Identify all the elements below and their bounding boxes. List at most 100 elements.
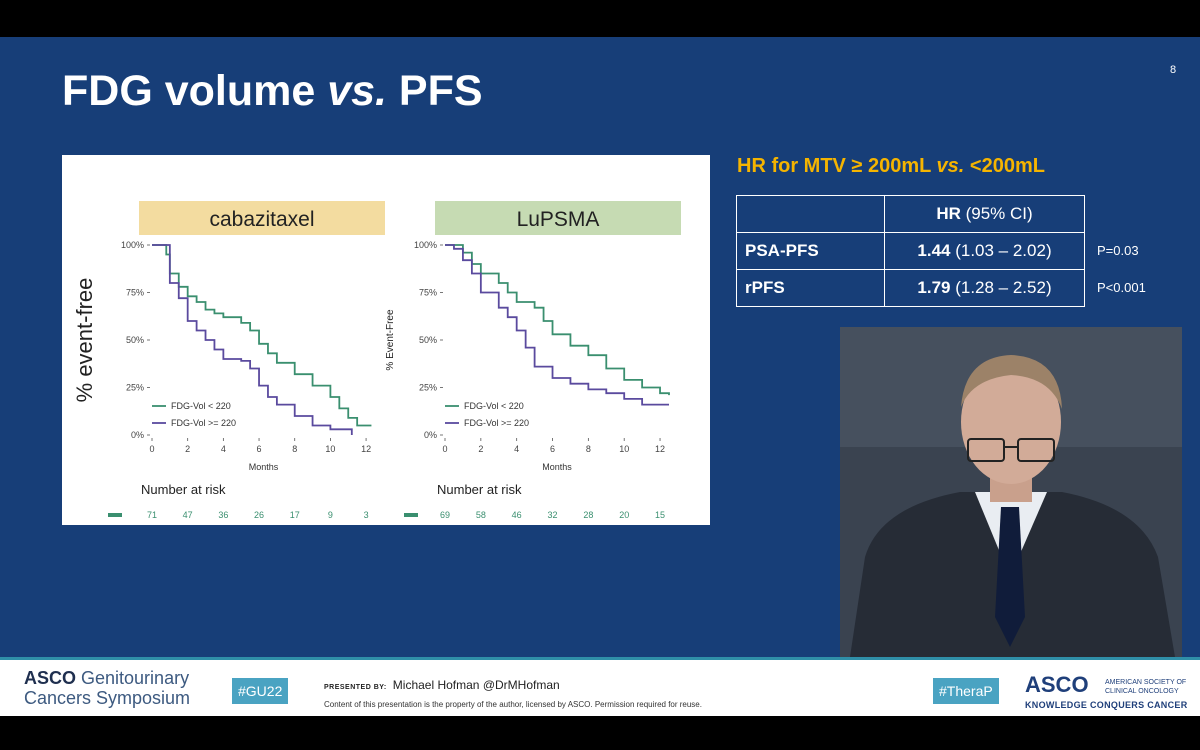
risk-count: 69 (440, 510, 450, 520)
x-tick-label: 2 (478, 444, 483, 454)
risk-row-swatch (404, 513, 418, 517)
risk-count: 9 (328, 510, 333, 520)
y-tick-label: 50% (419, 335, 437, 345)
title-part: FDG volume (62, 67, 328, 115)
risk-count: 26 (254, 510, 264, 520)
row-value: 1.79 (1.28 – 2.52) (884, 269, 1085, 307)
y-tick-label: 100% (121, 240, 144, 250)
x-tick-label: 8 (586, 444, 591, 454)
y-tick-label: 75% (419, 288, 437, 298)
hr-column-header: HR (95% CI) (884, 195, 1085, 233)
hr-table-header: HR (95% CI) (736, 195, 1085, 233)
x-axis-label: Months (249, 462, 279, 472)
risk-count: 47 (183, 510, 193, 520)
table-row: rPFS 1.79 (1.28 – 2.52) (736, 269, 1085, 307)
hr-table: HR (95% CI) PSA-PFS 1.44 (1.03 – 2.02) r… (736, 195, 1085, 307)
row-label: rPFS (736, 269, 885, 307)
x-tick-label: 0 (149, 444, 154, 454)
asco-logo: ASCO AMERICAN SOCIETY OF CLINICAL ONCOLO… (1025, 672, 1195, 712)
hr-title-part: <200mL (964, 155, 1045, 177)
hashtag-badge: #TheraP (933, 678, 999, 704)
hr-table-corner (736, 195, 885, 233)
risk-count: 28 (583, 510, 593, 520)
asco-society-name: AMERICAN SOCIETY OF CLINICAL ONCOLOGY (1105, 679, 1187, 695)
p-value: P<0.001 (1097, 280, 1146, 295)
legend-label: FDG-Vol >= 220 (171, 418, 236, 428)
speaker-silhouette (840, 327, 1182, 657)
x-tick-label: 2 (185, 444, 190, 454)
x-tick-label: 8 (292, 444, 297, 454)
hr-title-part: HR for MTV ≥ 200mL (737, 155, 937, 177)
hr-header-ci: (95% CI) (960, 204, 1033, 223)
km-curve (445, 244, 669, 406)
y-tick-label: 0% (424, 430, 437, 440)
risk-count: 15 (655, 510, 665, 520)
km-curve (152, 244, 372, 427)
hr-title: HR for MTV ≥ 200mL vs. <200mL (737, 155, 1045, 178)
hr-title-italic: vs. (936, 155, 965, 177)
y-tick-label: 25% (419, 383, 437, 393)
risk-count: 20 (619, 510, 629, 520)
x-tick-label: 6 (550, 444, 555, 454)
chart-title: LuPSMA (517, 208, 600, 231)
presenter-line: PRESENTED BY: Michael Hofman @DrMHofman (324, 678, 560, 692)
asco-gu-logo: ASCO Genitourinary Cancers Symposium (24, 668, 190, 708)
y-axis-label: % event-free (72, 278, 97, 403)
risk-row-swatch (108, 513, 122, 517)
risk-count: 58 (476, 510, 486, 520)
slide-number: 8 (1170, 64, 1177, 76)
row-label: PSA-PFS (736, 232, 885, 270)
table-row: PSA-PFS 1.44 (1.03 – 2.02) (736, 232, 1085, 270)
footer-bar: ASCO Genitourinary Cancers Symposium #GU… (0, 657, 1200, 716)
chart-title: cabazitaxel (209, 208, 314, 231)
copyright-note: Content of this presentation is the prop… (324, 700, 702, 709)
y-tick-label: 75% (126, 288, 144, 298)
risk-count: 3 (364, 510, 369, 520)
legend-label: FDG-Vol >= 220 (464, 418, 529, 428)
p-value: P=0.03 (1097, 243, 1139, 258)
row-value: 1.44 (1.03 – 2.02) (884, 232, 1085, 270)
slide-title: FDG volume vs. PFS (62, 67, 483, 116)
legend-label: FDG-Vol < 220 (171, 401, 231, 411)
hr-header-hr: HR (936, 204, 961, 223)
title-band (139, 201, 385, 235)
presented-label: PRESENTED BY: (324, 684, 387, 691)
asco-wordmark: ASCO (1025, 672, 1089, 697)
y-tick-label: 25% (126, 383, 144, 393)
x-axis-label: Months (542, 462, 572, 472)
x-tick-label: 10 (325, 444, 335, 454)
title-italic: vs. (327, 67, 387, 115)
title-part: PFS (386, 67, 483, 115)
y-axis-label: % Event-Free (385, 309, 396, 371)
hashtag-badge: #GU22 (232, 678, 289, 704)
slide: FDG volume vs. PFS 8 cabazitaxel 0% 25% 50%… (0, 37, 1200, 712)
x-tick-label: 10 (619, 444, 629, 454)
asco-tagline: KNOWLEDGE CONQUERS CANCER (1025, 700, 1188, 710)
risk-table-label: Number at risk (141, 482, 226, 497)
x-tick-label: 12 (655, 444, 665, 454)
x-tick-label: 0 (442, 444, 447, 454)
x-tick-label: 12 (361, 444, 371, 454)
km-panel: cabazitaxel 0% 25% 50% 75% 100% 0 2 4 6 8 10 12 Month… (72, 201, 385, 520)
km-figure: cabazitaxel 0% 25% 50% 75% 100% 0 2 4 6 8 10 12 Month… (62, 155, 710, 525)
x-tick-label: 4 (514, 444, 519, 454)
ci-value: (1.28 – 2.52) (950, 278, 1052, 297)
risk-count: 36 (218, 510, 228, 520)
risk-table-label: Number at risk (437, 482, 522, 497)
brand-line2: Cancers Symposium (24, 688, 191, 708)
km-curve (152, 244, 353, 435)
hr-value: 1.44 (917, 241, 951, 260)
risk-count: 32 (548, 510, 558, 520)
speaker-video (840, 327, 1182, 657)
hr-value: 1.79 (917, 278, 951, 297)
brand-line1: Genitourinary (76, 668, 190, 688)
y-tick-label: 50% (126, 335, 144, 345)
legend-label: FDG-Vol < 220 (464, 401, 524, 411)
brand-asco: ASCO (24, 668, 77, 688)
risk-count: 71 (147, 510, 157, 520)
km-curve (445, 244, 670, 396)
title-band (435, 201, 681, 235)
risk-count: 46 (512, 510, 522, 520)
